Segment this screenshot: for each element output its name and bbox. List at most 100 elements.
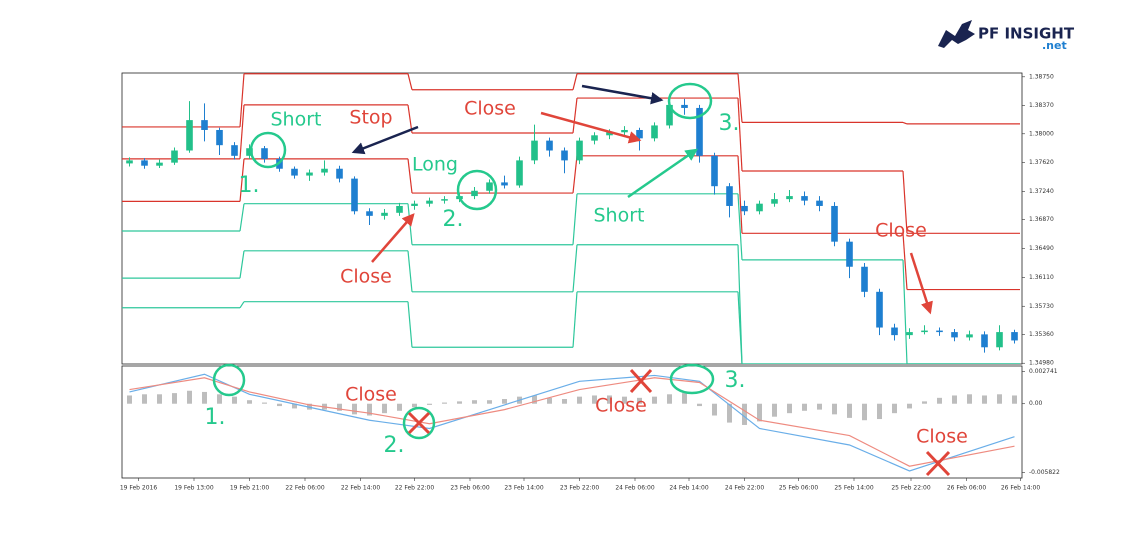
annotation: Close (875, 220, 927, 242)
x-tick-label: 19 Feb 21:00 (230, 485, 270, 492)
candle-body (171, 150, 178, 163)
histogram-bar (262, 402, 267, 404)
y-tick-label: 1.35360 (1029, 331, 1054, 338)
histogram-bar (982, 395, 987, 404)
histogram-bar (502, 399, 507, 404)
histogram-bar (247, 400, 252, 404)
histogram-bar (427, 403, 432, 405)
channel-connector (572, 193, 578, 245)
histogram-bar (532, 395, 537, 404)
candle-body (771, 199, 778, 204)
highlight-circle (212, 363, 246, 397)
histogram-bar (727, 403, 732, 423)
annotation: Close (345, 384, 397, 406)
annotation: Close (916, 426, 968, 448)
histogram-bar (952, 395, 957, 404)
y-tick-label: 1.34980 (1029, 360, 1054, 367)
candle-body (246, 148, 253, 156)
histogram-bar (922, 401, 927, 404)
cross-mark (925, 450, 951, 477)
candle-body (201, 120, 208, 130)
candle-body (621, 129, 628, 133)
candle-body (756, 203, 763, 212)
x-tick-label: 19 Feb 2016 (120, 485, 158, 492)
candle-body (966, 334, 973, 338)
y-tick-label: 1.36870 (1029, 216, 1054, 223)
histogram-bar (352, 403, 357, 415)
x-tick-label: 23 Feb 22:00 (560, 485, 600, 492)
candle-body (186, 120, 193, 151)
candle-body (366, 211, 373, 216)
channel-connector (737, 291, 743, 364)
candle-body (876, 291, 883, 328)
x-tick-label: 22 Feb 14:00 (341, 485, 381, 492)
candle-body (291, 168, 298, 176)
annotation: 2. (443, 207, 464, 232)
plot-frame (121, 365, 1023, 479)
annotation: Close (340, 266, 392, 288)
histogram-bar (337, 403, 342, 411)
channel-connector (572, 291, 578, 348)
histogram-bar (757, 403, 762, 422)
histogram-bar (547, 397, 552, 404)
logo-icon (938, 20, 975, 48)
channel-connector (572, 155, 578, 194)
macd-line (129, 373, 1015, 472)
cross-mark (629, 368, 653, 394)
candle-body (426, 200, 433, 204)
histogram-bar (187, 390, 192, 404)
histogram-bar (487, 400, 492, 404)
y-tick-label: 0.00 (1029, 400, 1043, 407)
highlight-circle (402, 406, 436, 440)
histogram-bar (457, 401, 462, 404)
histogram-bar (907, 403, 912, 409)
annotations: Short Stop Close Long Close Short Close 1. 2. 3. C… (205, 98, 968, 459)
histogram-bar (277, 403, 282, 407)
channel-connector (902, 259, 908, 364)
candle-body (1011, 332, 1018, 341)
histogram-bar (412, 403, 417, 408)
histogram-bar (862, 403, 867, 421)
candle-body (516, 160, 523, 186)
channel-connector (239, 301, 245, 309)
x-tick-label: 25 Feb 14:00 (834, 485, 874, 492)
arrow (371, 213, 415, 263)
histogram-bar (712, 403, 717, 416)
histogram-bar (577, 396, 582, 404)
arrow (540, 111, 642, 144)
channel-connector (737, 98, 743, 172)
candle-body (846, 241, 853, 267)
candle-body (411, 203, 418, 206)
macd-line (129, 377, 1015, 467)
candle-body (396, 205, 403, 213)
candle-body (816, 200, 823, 206)
histogram-bar (607, 395, 612, 404)
histogram-bar (592, 395, 597, 404)
candle-body (351, 178, 358, 212)
x-tick-label: 26 Feb 06:00 (947, 485, 987, 492)
channel-connector (407, 73, 413, 90)
candle-body (546, 140, 553, 151)
histogram-bar (217, 394, 222, 404)
y-tick-label: 1.38750 (1029, 73, 1054, 80)
channel-connector (737, 193, 743, 260)
histogram-bar (382, 403, 387, 414)
candle-body (651, 125, 658, 139)
candle-body (891, 327, 898, 336)
histogram-bar (127, 395, 132, 404)
candle-body (216, 129, 223, 146)
annotation: Close (464, 98, 516, 120)
candle-body (561, 150, 568, 161)
x-tick-label: 25 Feb 22:00 (891, 485, 931, 492)
histogram-bar (142, 394, 147, 404)
candle-body (801, 196, 808, 201)
annotation: Short (271, 109, 322, 131)
highlight-circle (667, 82, 713, 120)
candle-body (981, 334, 988, 348)
candle-body (441, 199, 448, 201)
channel-connector (407, 250, 413, 292)
x-tick-label: 22 Feb 06:00 (285, 485, 325, 492)
candle-body (576, 140, 583, 161)
annotation: Long (412, 154, 458, 176)
